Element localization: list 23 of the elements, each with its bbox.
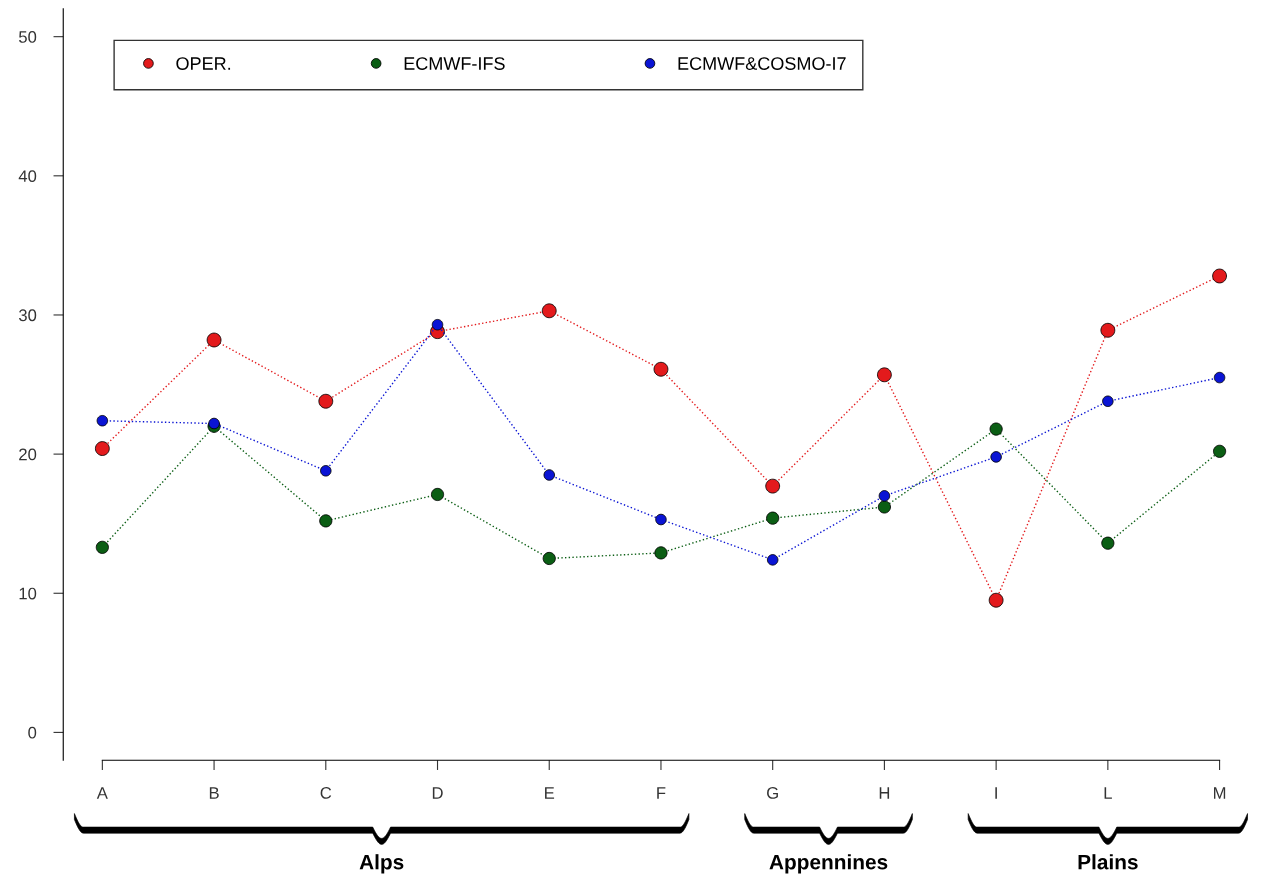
y-tick-label: 30 [18, 309, 37, 322]
x-tick-label: E [545, 787, 555, 799]
x-tick-label: F [657, 787, 666, 799]
x-tick-label: H [879, 787, 890, 799]
x-tick-label: C [320, 787, 332, 799]
x-tick-label: D [432, 787, 443, 799]
x-tick-label: A [96, 787, 108, 799]
legend-label: ECMWF&COSMO-I7 [678, 57, 846, 70]
text: Alps [359, 854, 404, 874]
y-tick-label: 50 [18, 31, 37, 43]
x-tick-label: B [209, 787, 219, 799]
y-tick-label: 20 [19, 448, 37, 461]
y-tick-label: 0 [28, 726, 37, 739]
text: Plains [1078, 854, 1138, 870]
y-tick-label: 10 [19, 587, 37, 600]
legend-label: ECMWF-IFS [404, 57, 505, 70]
x-tick-label: I [995, 787, 997, 799]
x-tick-label: L [1104, 787, 1112, 799]
x-tick-label: G [767, 787, 778, 799]
text: Appennines [769, 854, 888, 874]
x-tick-label: M [1214, 787, 1226, 799]
y-tick-label: 40 [18, 170, 37, 183]
legend-label: OPER. [176, 57, 231, 70]
